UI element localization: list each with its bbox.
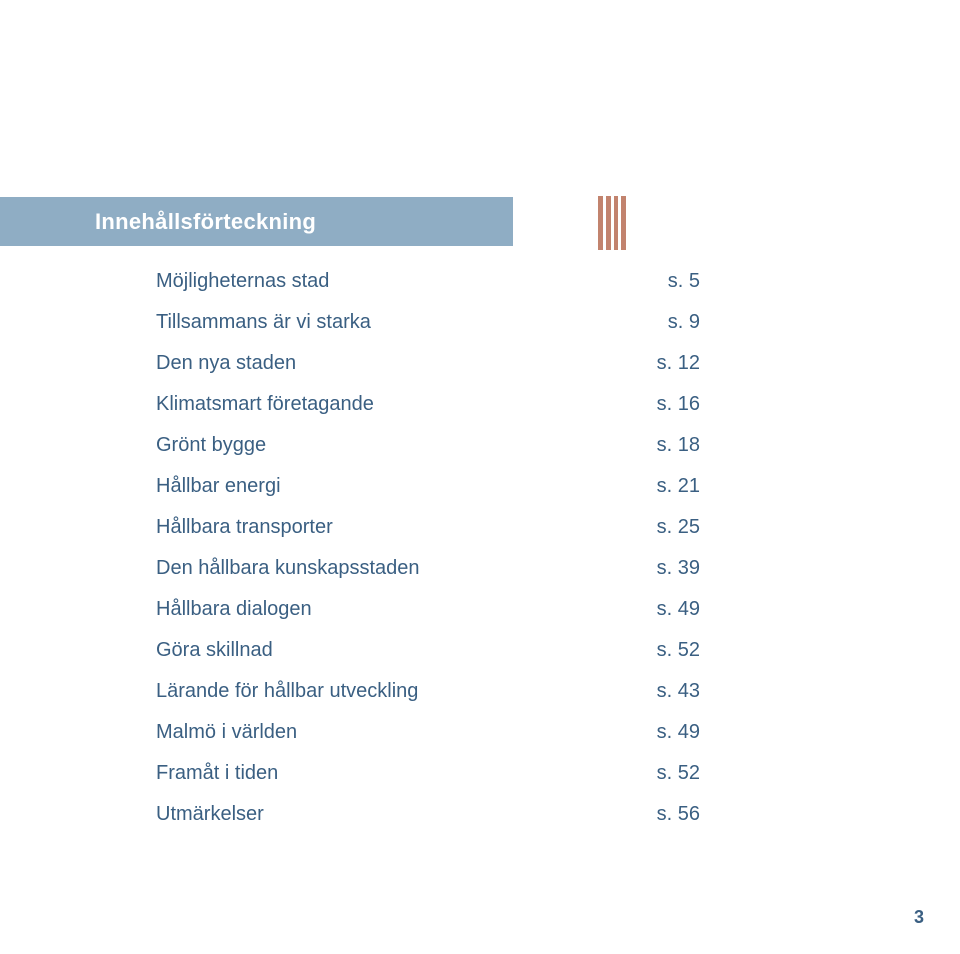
accent-bar-icon (598, 196, 603, 250)
toc-label: Möjligheternas stad (156, 270, 329, 293)
toc-label: Hållbara transporter (156, 516, 333, 539)
toc-row: Framåt i tiden s. 52 (156, 762, 700, 803)
toc-page: s. 18 (657, 434, 700, 457)
toc-label: Lärande för hållbar utveckling (156, 680, 418, 703)
toc-row: Tillsammans är vi starka s. 9 (156, 311, 700, 352)
toc-page: s. 52 (657, 639, 700, 662)
toc-row: Den nya staden s. 12 (156, 352, 700, 393)
toc-row: Klimatsmart företagande s. 16 (156, 393, 700, 434)
toc-row: Möjligheternas stad s. 5 (156, 270, 700, 311)
toc-row: Hållbar energi s. 21 (156, 475, 700, 516)
table-of-contents: Möjligheternas stad s. 5 Tillsammans är … (156, 270, 700, 844)
toc-row: Hållbara dialogen s. 49 (156, 598, 700, 639)
toc-label: Göra skillnad (156, 639, 273, 662)
title-band: Innehållsförteckning (0, 197, 513, 246)
toc-page: s. 49 (657, 598, 700, 621)
toc-page: s. 49 (657, 721, 700, 744)
accent-bars (598, 196, 626, 250)
toc-row: Malmö i världen s. 49 (156, 721, 700, 762)
toc-page: s. 43 (657, 680, 700, 703)
toc-label: Hållbara dialogen (156, 598, 312, 621)
toc-label: Klimatsmart företagande (156, 393, 374, 416)
toc-page: s. 21 (657, 475, 700, 498)
accent-bar-icon (621, 196, 626, 250)
toc-label: Hållbar energi (156, 475, 281, 498)
toc-page: s. 5 (668, 270, 700, 293)
toc-page: s. 16 (657, 393, 700, 416)
page-number: 3 (914, 907, 924, 928)
toc-row: Göra skillnad s. 52 (156, 639, 700, 680)
toc-label: Malmö i världen (156, 721, 297, 744)
toc-page: s. 9 (668, 311, 700, 334)
toc-page: s. 12 (657, 352, 700, 375)
toc-row: Den hållbara kunskapsstaden s. 39 (156, 557, 700, 598)
document-page: Innehållsförteckning Möjligheternas stad… (0, 0, 960, 954)
toc-label: Grönt bygge (156, 434, 266, 457)
accent-bar-icon (614, 196, 619, 250)
toc-row: Grönt bygge s. 18 (156, 434, 700, 475)
toc-label: Tillsammans är vi starka (156, 311, 371, 334)
page-title: Innehållsförteckning (95, 209, 316, 235)
toc-page: s. 52 (657, 762, 700, 785)
accent-bar-icon (606, 196, 611, 250)
toc-label: Den hållbara kunskapsstaden (156, 557, 420, 580)
toc-row: Lärande för hållbar utveckling s. 43 (156, 680, 700, 721)
toc-label: Den nya staden (156, 352, 296, 375)
toc-label: Framåt i tiden (156, 762, 278, 785)
toc-page: s. 39 (657, 557, 700, 580)
toc-row: Utmärkelser s. 56 (156, 803, 700, 844)
toc-label: Utmärkelser (156, 803, 264, 826)
toc-row: Hållbara transporter s. 25 (156, 516, 700, 557)
toc-page: s. 56 (657, 803, 700, 826)
toc-page: s. 25 (657, 516, 700, 539)
